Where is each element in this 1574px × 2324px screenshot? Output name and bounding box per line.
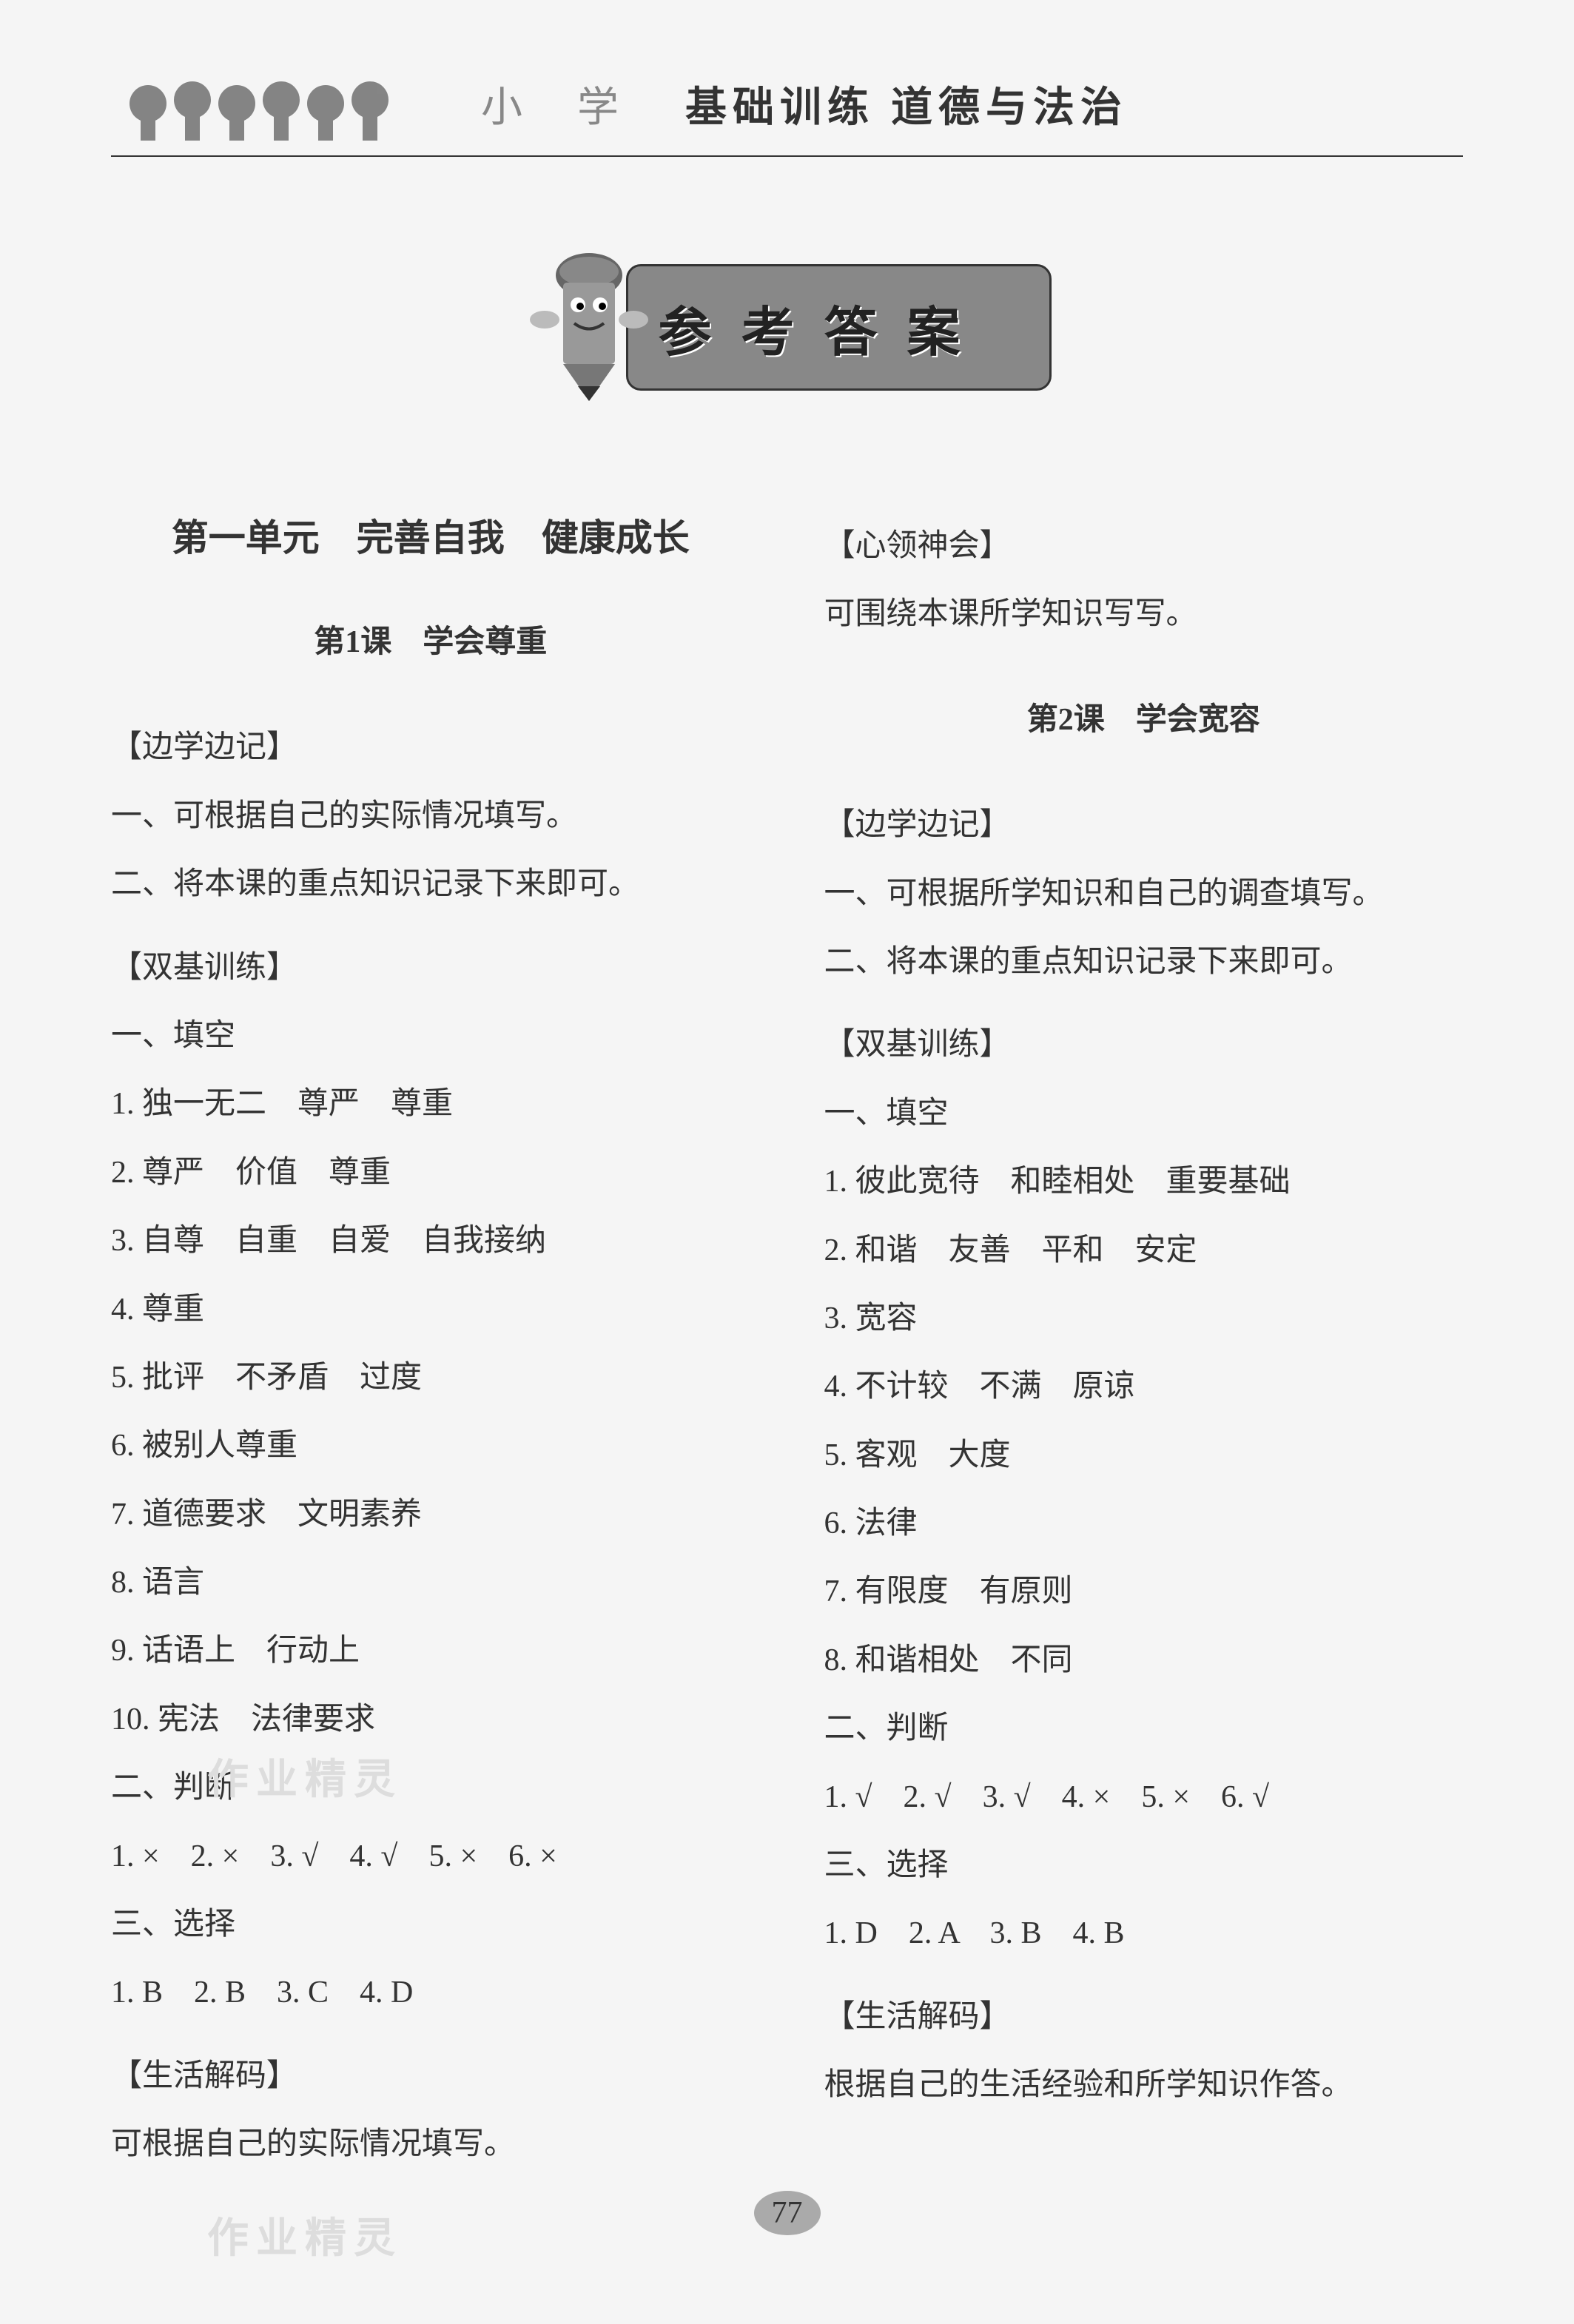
answer-line: 1. √ 2. √ 3. √ 4. × 5. × 6. √ — [824, 1763, 1464, 1831]
answer-line: 可根据自己的实际情况填写。 — [111, 2110, 750, 2178]
banner-title: 参考答案 — [658, 303, 989, 363]
answer-line: 2. 和谐 友善 平和 安定 — [824, 1216, 1464, 1284]
unit-title: 第一单元 完善自我 健康成长 — [111, 497, 750, 579]
book-title: 基础训练 道德与法治 — [685, 74, 1128, 134]
page-number: 77 — [754, 2191, 821, 2235]
left-column: 第一单元 完善自我 健康成长 第1课 学会尊重 【边学边记】一、可根据自己的实际… — [111, 497, 750, 2179]
answer-line: 8. 语言 — [111, 1549, 750, 1617]
answer-line: 9. 话语上 行动上 — [111, 1617, 750, 1685]
answer-line: 一、填空 — [111, 1002, 750, 1070]
answer-line: 三、选择 — [824, 1831, 1464, 1899]
right-sections-container: 【边学边记】一、可根据所学知识和自己的调查填写。二、将本课的重点知识记录下来即可… — [824, 791, 1464, 2119]
answer-line: 二、将本课的重点知识记录下来即可。 — [824, 928, 1464, 996]
section-header: 【心领神会】 — [824, 512, 1464, 580]
header-text-group: 小 学 基础训练 道德与法治 — [481, 74, 1128, 134]
section-header: 【双基训练】 — [111, 934, 750, 1002]
answer-line: 1. B 2. B 3. C 4. D — [111, 1958, 750, 2027]
answer-line: 二、将本课的重点知识记录下来即可。 — [111, 850, 750, 918]
section-header: 【双基训练】 — [824, 1011, 1464, 1079]
watermark-text-2: 作业精灵 — [207, 2205, 403, 2265]
answer-line: 4. 尊重 — [111, 1276, 750, 1344]
answer-line: 10. 宪法 法律要求 — [111, 1685, 750, 1754]
answer-line: 2. 尊严 价值 尊重 — [111, 1139, 750, 1207]
answer-line: 一、可根据自己的实际情况填写。 — [111, 782, 750, 850]
content-area: 第一单元 完善自我 健康成长 第1课 学会尊重 【边学边记】一、可根据自己的实际… — [111, 497, 1463, 2179]
answer-line: 5. 批评 不矛盾 过度 — [111, 1344, 750, 1412]
page-number-container: 77 — [754, 2191, 821, 2235]
section-header: 【生活解码】 — [824, 1983, 1464, 2051]
answer-line: 8. 和谐相处 不同 — [824, 1626, 1464, 1694]
answer-line: 5. 客观 大度 — [824, 1421, 1464, 1489]
answer-banner: 参考答案 — [522, 246, 1051, 408]
section-header: 【生活解码】 — [111, 2042, 750, 2110]
pencil-character-icon — [522, 246, 656, 408]
answer-line: 一、可根据所学知识和自己的调查填写。 — [824, 860, 1464, 928]
page-header: 小 学 基础训练 道德与法治 — [111, 59, 1463, 157]
answer-line: 可围绕本课所学知识写写。 — [824, 580, 1464, 648]
section-header: 【边学边记】 — [824, 791, 1464, 859]
answer-line: 3. 自尊 自重 自爱 自我接纳 — [111, 1207, 750, 1275]
answer-line: 三、选择 — [111, 1890, 750, 1958]
header-illustration — [111, 59, 481, 148]
subject-label: 小 学 — [481, 74, 641, 134]
right-top-sections-container: 【心领神会】可围绕本课所学知识写写。 — [824, 512, 1464, 649]
right-column: 【心领神会】可围绕本课所学知识写写。 第2课 学会宽容 【边学边记】一、可根据所… — [824, 497, 1464, 2179]
answer-line: 1. 彼此宽待 和睦相处 重要基础 — [824, 1148, 1464, 1216]
answer-line: 3. 宽容 — [824, 1284, 1464, 1353]
section-header: 【边学边记】 — [111, 713, 750, 781]
answer-line: 根据自己的生活经验和所学知识作答。 — [824, 2051, 1464, 2119]
answer-line: 7. 道德要求 文明素养 — [111, 1481, 750, 1549]
lesson-1-title: 第1课 学会尊重 — [111, 608, 750, 676]
answer-line: 1. D 2. A 3. B 4. B — [824, 1899, 1464, 1967]
banner-container: 参考答案 — [111, 246, 1463, 408]
answer-line: 7. 有限度 有原则 — [824, 1557, 1464, 1626]
banner-ribbon: 参考答案 — [626, 264, 1051, 391]
answer-line: 6. 被别人尊重 — [111, 1412, 750, 1480]
answer-line: 1. × 2. × 3. √ 4. √ 5. × 6. × — [111, 1822, 750, 1890]
answer-line: 二、判断 — [824, 1694, 1464, 1762]
answer-line: 一、填空 — [824, 1080, 1464, 1148]
watermark-text-1: 作业精灵 — [207, 1746, 403, 1806]
answer-line: 6. 法律 — [824, 1489, 1464, 1557]
left-sections-container: 【边学边记】一、可根据自己的实际情况填写。二、将本课的重点知识记录下来即可。【双… — [111, 713, 750, 2178]
answer-line: 4. 不计较 不满 原谅 — [824, 1353, 1464, 1421]
answer-line: 1. 独一无二 尊严 尊重 — [111, 1070, 750, 1138]
lesson-2-title: 第2课 学会宽容 — [824, 686, 1464, 754]
